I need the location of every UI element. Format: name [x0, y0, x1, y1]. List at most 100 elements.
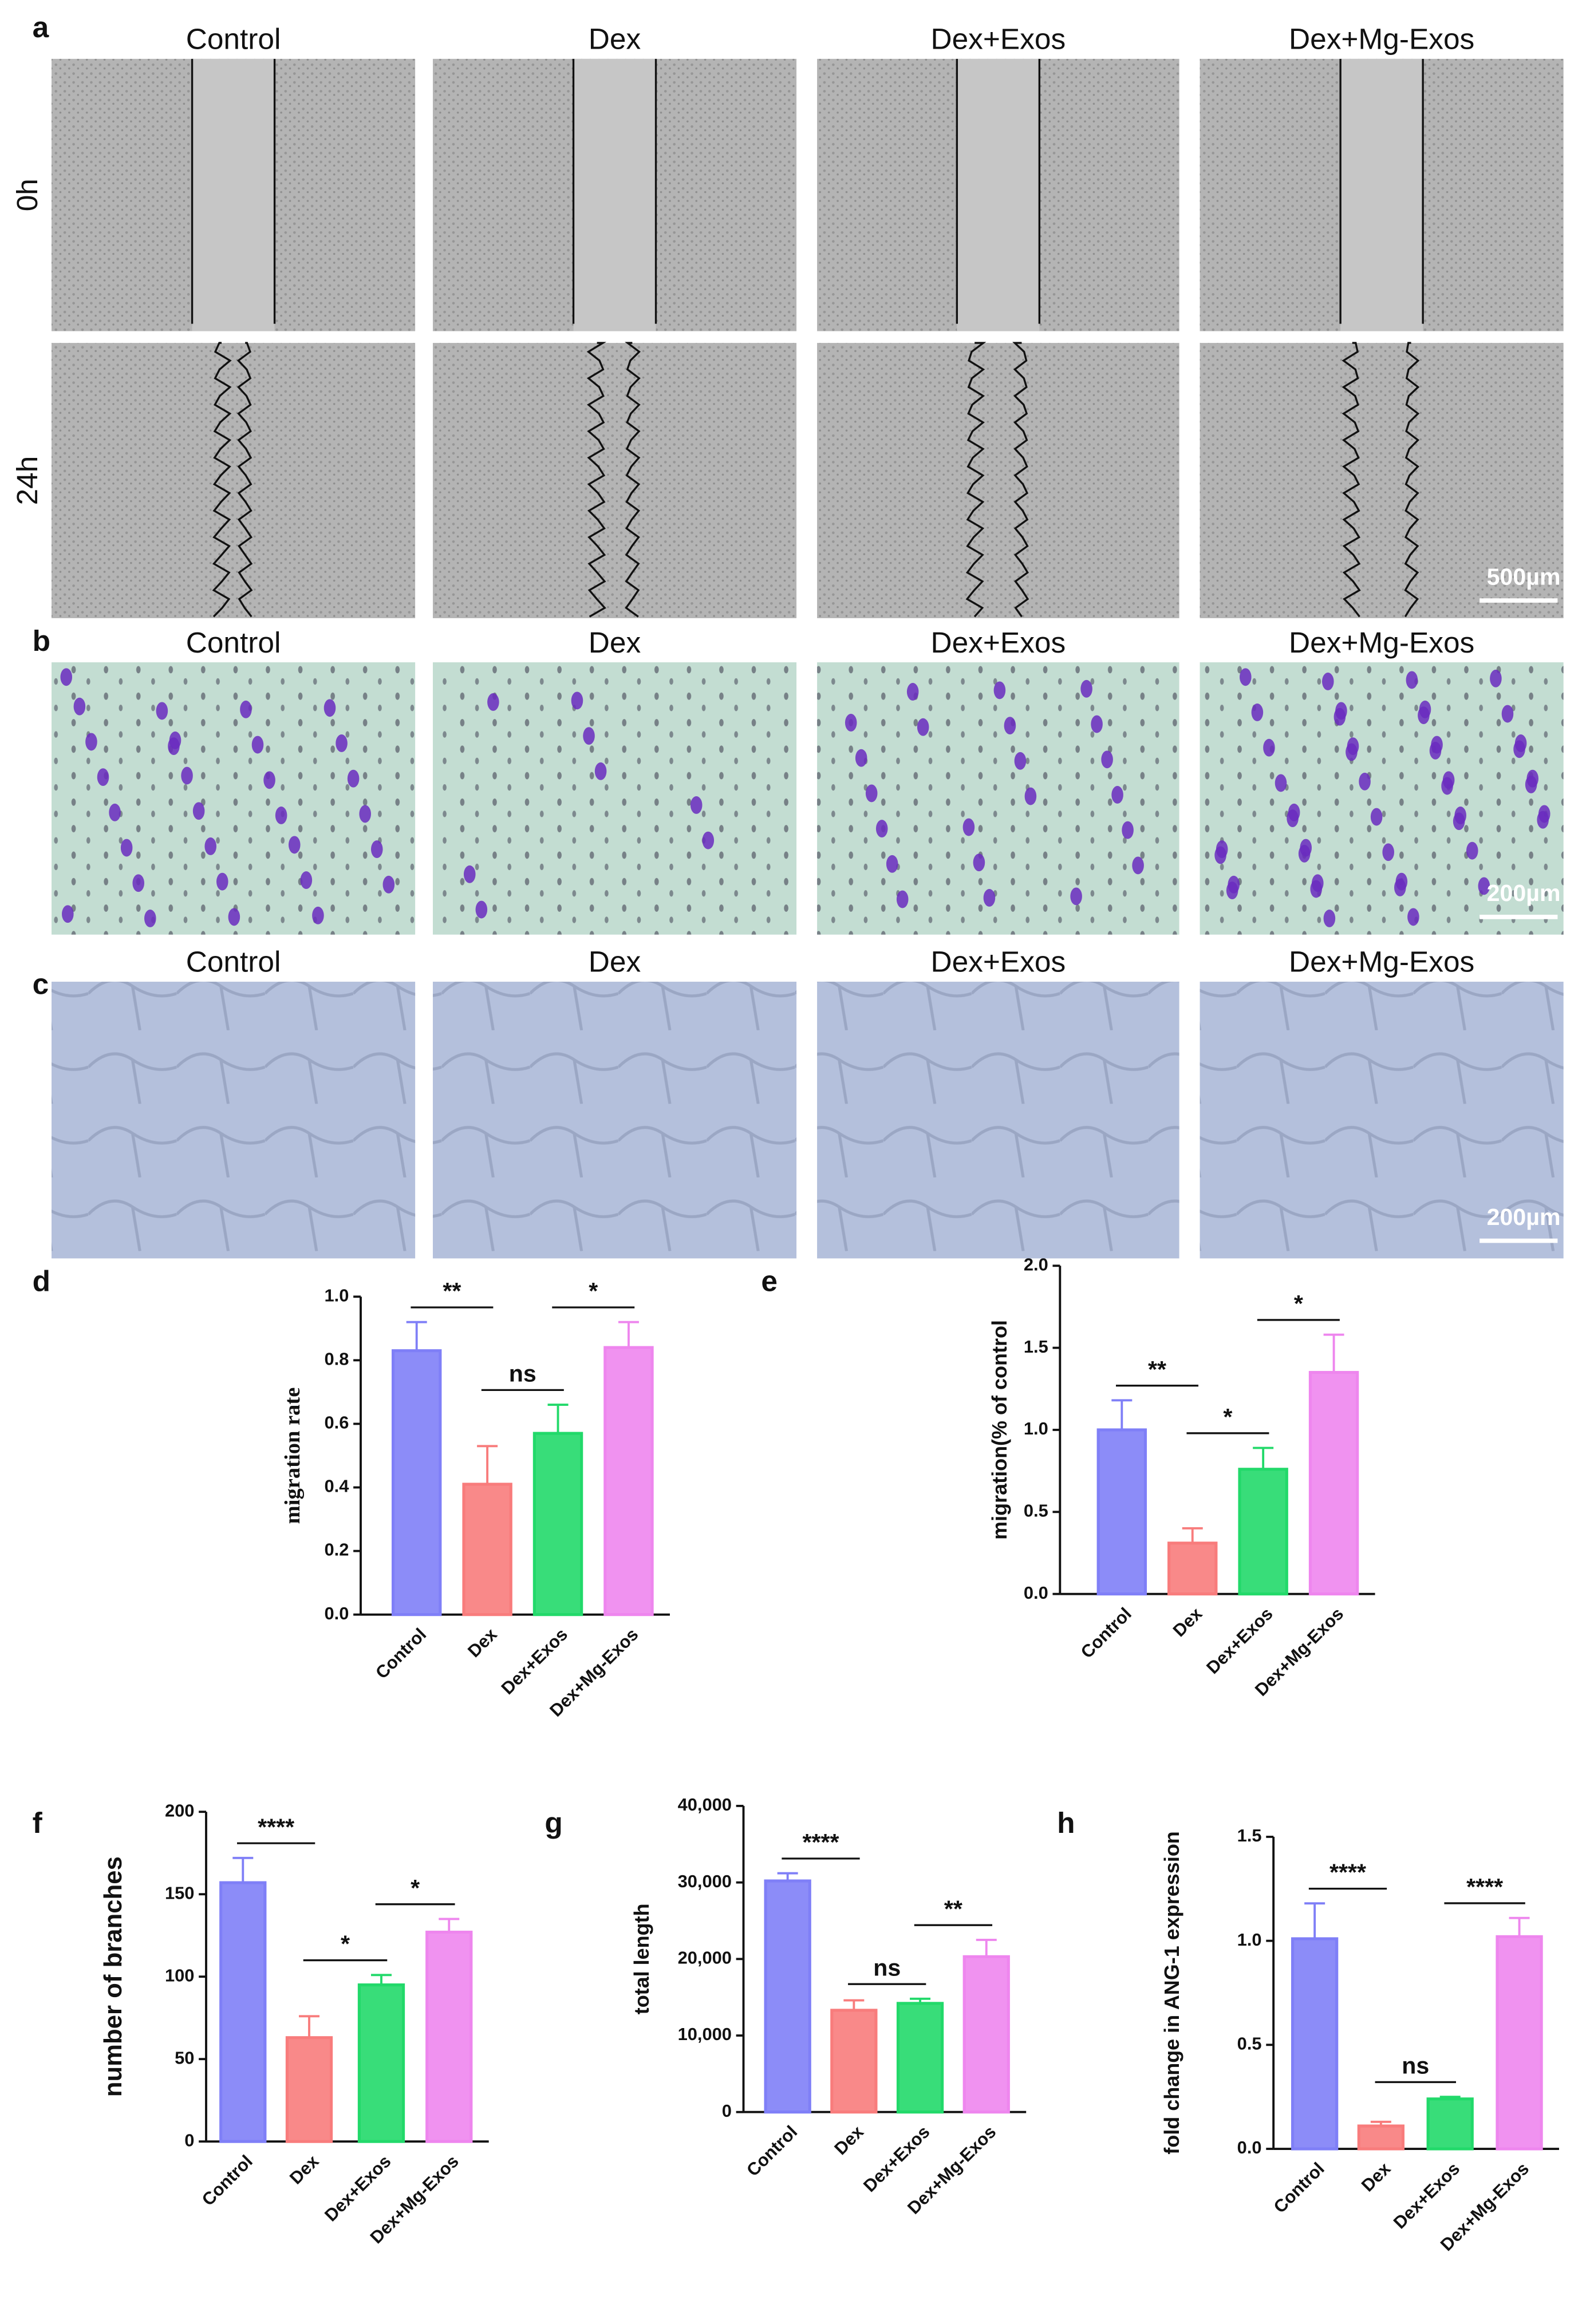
- error-bar: [298, 2015, 319, 2038]
- micrograph-texture: [817, 343, 1179, 618]
- row-label: 24h: [10, 456, 44, 505]
- stained-cell: [702, 831, 715, 849]
- bar: [1238, 1468, 1288, 1596]
- bar: [391, 1349, 442, 1616]
- stained-cell: [1070, 887, 1082, 906]
- panel-letter: f: [33, 1806, 43, 1839]
- significance-label: **: [1148, 1356, 1166, 1382]
- column-title: Dex: [589, 945, 641, 978]
- stained-cell: [1382, 843, 1394, 861]
- stained-cell: [865, 784, 878, 803]
- bar: [830, 2009, 878, 2114]
- micrograph-texture: [432, 343, 797, 618]
- stained-cell: [1014, 752, 1027, 770]
- stained-cell: [382, 875, 395, 894]
- wound-edge: [625, 342, 641, 618]
- error-bar: [547, 1404, 569, 1434]
- row-label: 0h: [10, 179, 44, 211]
- significance-label: ns: [509, 1361, 536, 1387]
- stained-cell: [571, 691, 583, 710]
- stained-cell: [993, 681, 1006, 699]
- error-bar: [1370, 2120, 1391, 2127]
- stained-cell: [263, 771, 275, 789]
- stained-cell: [1228, 875, 1240, 894]
- column-title: Dex: [589, 22, 641, 56]
- stained-cell: [97, 768, 109, 786]
- stained-cell: [312, 906, 324, 924]
- significance-label: *: [411, 1875, 420, 1901]
- stained-cell: [156, 702, 168, 720]
- stained-cell: [275, 807, 287, 824]
- column-title: Dex+Exos: [930, 22, 1066, 56]
- stained-cell: [1501, 705, 1514, 723]
- stained-cell: [228, 908, 240, 926]
- error-bar: [1304, 1902, 1325, 1939]
- stained-cell: [109, 803, 121, 821]
- bar: [357, 1983, 405, 2143]
- stained-cell: [463, 865, 476, 883]
- wound-edge: [1404, 342, 1420, 618]
- y-axis-label: total length: [630, 1903, 653, 2014]
- stained-cell: [169, 731, 182, 749]
- x-tick-label: Dex: [286, 2151, 323, 2188]
- y-tick-label: 1.0: [325, 1285, 349, 1305]
- bar: [285, 2036, 333, 2143]
- wound-edge: [965, 342, 987, 618]
- x-tick-label: Control: [1077, 1603, 1135, 1662]
- stained-cell: [1395, 872, 1408, 891]
- x-tick-label: Dex: [1169, 1603, 1206, 1641]
- stained-cell: [1323, 910, 1336, 927]
- stained-cell: [192, 802, 205, 820]
- x-tick-label: Control: [743, 2122, 801, 2180]
- stained-cell: [1132, 856, 1144, 875]
- y-axis-label: migration(% of control: [988, 1320, 1011, 1540]
- stained-cell: [1288, 803, 1300, 821]
- panel-letter: c: [33, 967, 49, 1000]
- stained-cell: [583, 727, 595, 745]
- y-tick-label: 0.0: [325, 1603, 349, 1623]
- stained-cell: [120, 839, 133, 857]
- stained-cell: [1370, 808, 1383, 826]
- bar: [532, 1432, 583, 1616]
- stained-cell: [875, 820, 888, 838]
- stained-cell: [288, 836, 301, 854]
- stained-cell: [1263, 738, 1275, 757]
- stained-cell: [1300, 839, 1312, 857]
- panel-letter: b: [33, 624, 50, 657]
- stained-cell: [1407, 908, 1419, 926]
- y-tick-label: 150: [165, 1883, 194, 1903]
- stained-cell: [1275, 774, 1287, 792]
- x-tick-label: Dex: [830, 2122, 867, 2159]
- significance-label: ****: [258, 1813, 294, 1840]
- error-bar: [843, 1999, 865, 2010]
- bar: [1357, 2124, 1404, 2151]
- panel-letter: e: [761, 1264, 778, 1298]
- y-tick-label: 50: [175, 2048, 194, 2068]
- y-tick-label: 0.2: [325, 1540, 349, 1560]
- significance-label: ****: [1329, 1859, 1366, 1886]
- bar: [219, 1881, 267, 2143]
- stained-cell: [347, 769, 360, 788]
- stained-cell: [251, 736, 264, 754]
- stained-cell: [1335, 702, 1347, 720]
- x-tick-label: Dex+Exos: [1390, 2159, 1464, 2233]
- bar: [962, 1955, 1010, 2114]
- stained-cell: [896, 890, 909, 908]
- scale-bar-label: 200µm: [1487, 880, 1561, 906]
- x-tick-label: Dex+Exos: [1202, 1603, 1277, 1678]
- scale-bar-label: 500µm: [1487, 563, 1561, 590]
- wound-edge: [212, 342, 232, 618]
- wound-gap: [192, 58, 275, 331]
- stained-cell: [336, 734, 348, 752]
- bar: [1496, 1935, 1543, 2151]
- y-tick-label: 0.0: [1237, 2137, 1262, 2157]
- stained-cell: [1080, 679, 1092, 698]
- stained-cell: [1466, 841, 1478, 860]
- stained-cell: [487, 693, 499, 711]
- micrograph-texture: [432, 982, 797, 1259]
- y-tick-label: 0.4: [325, 1476, 349, 1496]
- wound-edge: [1012, 342, 1029, 618]
- x-tick-label: Control: [372, 1624, 430, 1682]
- wound-gap: [1340, 58, 1423, 331]
